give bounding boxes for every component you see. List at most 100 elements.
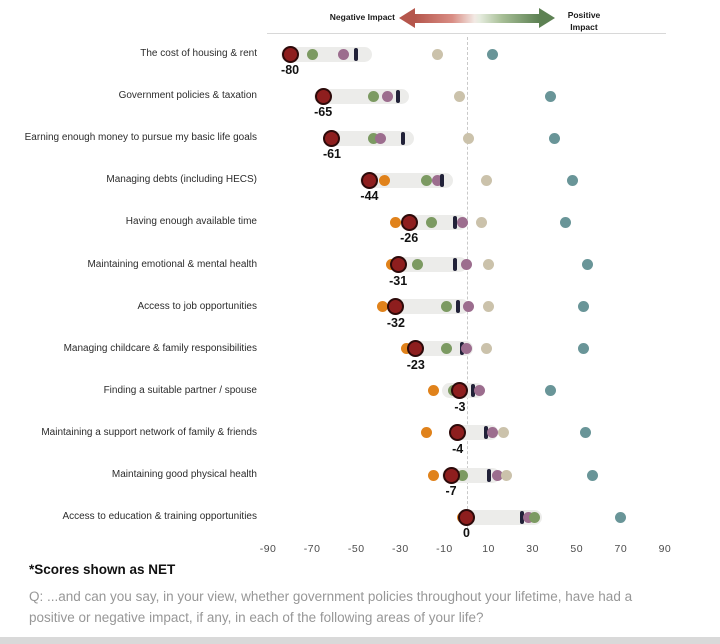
question-text: Q: ...and can you say, in your view, whe…	[29, 589, 633, 625]
net-score-dot	[360, 171, 378, 189]
row-range-bar	[281, 46, 372, 62]
tick-marker	[440, 173, 445, 187]
series-dot-teal	[566, 174, 578, 186]
category-label: Earning enough money to pursue my basic …	[24, 132, 257, 144]
series-dot-orange	[379, 174, 391, 186]
series-dot-beige	[454, 90, 466, 102]
series-dot-beige	[463, 132, 475, 144]
series-dot-teal	[582, 259, 594, 270]
series-dot-beige	[432, 48, 444, 60]
row-range-bar	[389, 257, 467, 272]
x-axis-tick-label: -90	[259, 543, 277, 555]
category-label: The cost of housing & rent	[140, 48, 257, 59]
x-axis-tick-label: -70	[303, 543, 321, 555]
positive-impact-label: Positive Impact	[567, 10, 601, 33]
series-dot-teal	[577, 301, 589, 313]
net-score-dot	[400, 213, 418, 231]
series-dot-purple	[456, 216, 468, 228]
x-axis-tick-label: 10	[482, 543, 495, 555]
series-dot-purple	[461, 259, 472, 270]
net-score-value: -80	[281, 63, 300, 77]
net-score-dot	[389, 256, 407, 273]
net-score-value: -61	[322, 147, 342, 162]
zero-dashed-line	[467, 37, 468, 534]
net-score-dot	[281, 45, 299, 63]
series-dot-beige	[483, 301, 495, 313]
series-dot-teal	[586, 469, 598, 481]
series-dot-orange	[427, 385, 439, 397]
header-separator-line	[267, 33, 666, 34]
series-dot-purple	[463, 301, 475, 313]
tick-marker	[455, 300, 460, 314]
x-axis-tick-label: 30	[526, 543, 539, 555]
series-dot-green	[441, 301, 453, 313]
series-dot-beige	[480, 174, 492, 186]
series-dot-teal	[549, 132, 561, 144]
series-dot-green	[529, 511, 541, 523]
scores-note: *Scores shown as NET	[29, 562, 176, 577]
arrow-right-head-icon	[539, 8, 555, 28]
net-score-value: -4	[452, 441, 464, 456]
series-dot-purple	[491, 469, 503, 481]
series-dot-orange	[421, 427, 433, 439]
row-range-bar	[322, 130, 414, 146]
series-dot-teal	[544, 90, 556, 102]
series-dot-teal	[580, 427, 592, 439]
series-dot-beige	[500, 469, 512, 481]
impact-direction-arrow	[399, 8, 555, 28]
series-dot-orange	[390, 216, 402, 228]
net-score-dot	[451, 382, 469, 400]
series-dot-purple	[487, 427, 499, 439]
series-dot-purple	[375, 132, 386, 144]
category-label: Finding a suitable partner / spouse	[103, 384, 257, 396]
series-dot-teal	[560, 216, 572, 228]
bottom-strip	[0, 637, 720, 644]
series-dot-beige	[498, 427, 510, 439]
series-dot-orange	[401, 343, 413, 355]
series-dot-teal	[615, 511, 627, 523]
arrow-gradient-body	[415, 13, 539, 23]
x-axis-tick-label: 50	[570, 543, 584, 555]
net-score-dot	[442, 466, 460, 484]
series-dot-teal	[577, 343, 589, 355]
net-score-dot	[449, 424, 467, 442]
category-label: Maintaining good physical health	[111, 469, 257, 480]
series-dot-beige	[476, 216, 488, 228]
net-score-value: -23	[406, 357, 425, 372]
tick-marker	[519, 510, 524, 524]
tick-marker	[471, 384, 476, 398]
series-dot-green	[456, 469, 468, 481]
net-score-dot	[314, 87, 332, 105]
series-dot-orange	[427, 469, 439, 481]
series-dot-purple	[337, 48, 349, 60]
tick-marker	[396, 89, 401, 103]
tick-marker	[486, 468, 491, 482]
tick-marker	[354, 47, 359, 61]
series-dot-green	[368, 90, 380, 102]
series-dot-beige	[480, 343, 492, 355]
x-axis-tick-label: 90	[658, 543, 672, 555]
negative-impact-label: Negative Impact	[329, 12, 395, 22]
series-dot-purple	[461, 343, 472, 355]
category-label: Maintaining emotional & mental health	[87, 258, 257, 270]
series-dot-purple	[381, 90, 393, 102]
category-label: Government policies & taxation	[118, 90, 257, 102]
series-dot-green	[412, 259, 424, 270]
net-score-value: -7	[445, 484, 457, 498]
series-dot-green	[421, 174, 433, 186]
series-dot-purple	[432, 174, 444, 186]
tick-marker	[400, 131, 405, 145]
arrow-left-head-icon	[399, 8, 415, 28]
net-score-value: -26	[400, 231, 419, 246]
tick-marker	[453, 215, 458, 229]
category-label: Having enough available time	[125, 216, 257, 228]
net-score-value: -65	[314, 105, 333, 120]
x-axis-tick-label: -10	[436, 543, 453, 555]
series-dot-orange	[377, 301, 389, 313]
category-label: Access to job opportunities	[137, 300, 257, 312]
net-score-value: -32	[386, 315, 405, 330]
x-axis-tick-label: 70	[614, 543, 628, 555]
category-label: Managing debts (including HECS)	[106, 174, 257, 186]
